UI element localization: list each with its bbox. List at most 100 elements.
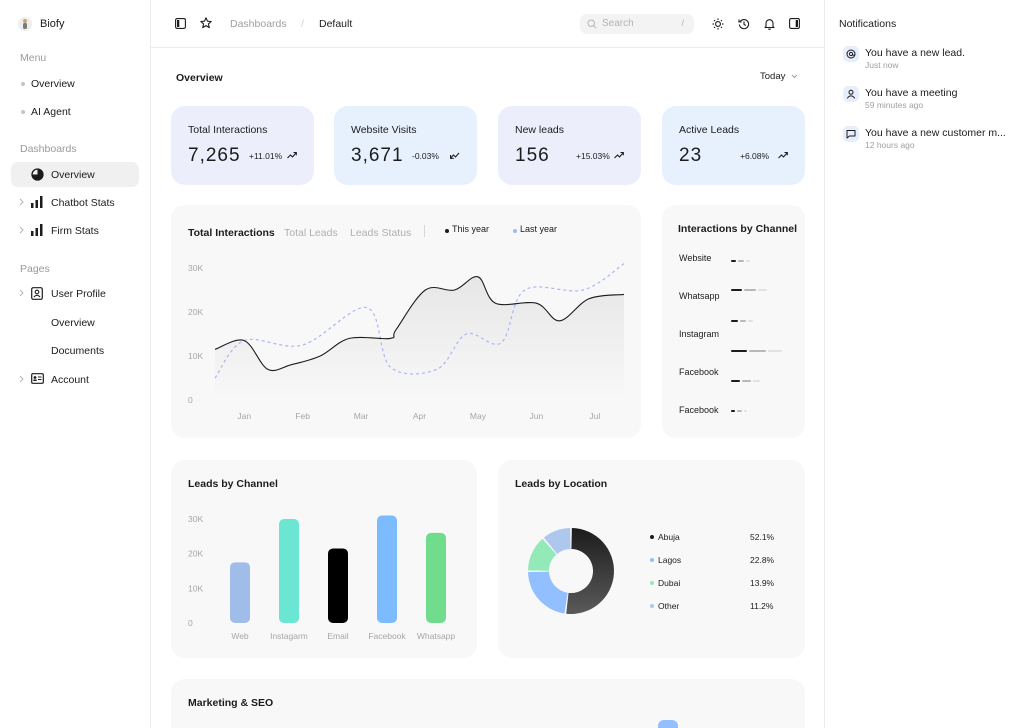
stat-card-total-interactions[interactable]: Total Interactions 7,265 +11.01% — [171, 106, 314, 185]
date-range-label: Today — [760, 71, 786, 82]
tab-total-leads[interactable]: Total Leads — [284, 227, 338, 239]
sun-icon[interactable] — [712, 18, 724, 30]
channel-bar-segment — [731, 410, 736, 412]
series-line-this-year — [214, 276, 625, 372]
bullet-icon — [21, 82, 25, 86]
leads-channel-panel: Leads by Channel 0 10K 20K 30K Web Instagarm E… — [171, 460, 477, 658]
stat-value: 156 — [515, 145, 550, 166]
channel-panel: Interactions by Channel Website Whatsapp… — [662, 205, 805, 438]
x-tick-label: Mar — [354, 411, 369, 421]
bar — [377, 515, 397, 623]
tab-total-interactions[interactable]: Total Interactions — [188, 227, 275, 239]
date-range-select[interactable]: Today — [760, 71, 798, 82]
sidebar-toggle-icon[interactable] — [175, 18, 186, 29]
leads-donut-chart — [528, 528, 615, 614]
legend-dot-last-year — [513, 229, 517, 233]
trend-up-icon — [287, 151, 297, 159]
search-shortcut: / — [681, 18, 684, 28]
legend-last-year: Last year — [520, 224, 558, 234]
sidebar-item-documents[interactable]: Documents — [11, 338, 139, 363]
channel-bar-segment — [743, 410, 748, 412]
channel-bar-segment — [745, 260, 750, 262]
bar — [279, 519, 299, 623]
sidebar-toggle-icon[interactable] — [789, 18, 800, 29]
stat-card-new-leads[interactable]: New leads 156 +15.03% — [498, 106, 641, 185]
trend-up-icon — [778, 151, 788, 159]
notification-text: You have a meeting — [865, 87, 958, 99]
tab-leads-status[interactable]: Leads Status — [350, 227, 412, 239]
bar — [426, 532, 446, 623]
sidebar-item-ai-agent[interactable]: AI Agent — [11, 99, 139, 124]
interactions-chart-panel: Total Interactions Total Leads Leads Sta… — [171, 205, 641, 438]
channel-label: Facebook — [679, 367, 719, 377]
sidebar-item-firm-stats[interactable]: Firm Stats — [11, 218, 139, 243]
notification-item[interactable]: You have a new customer m... 12 hours ag… — [839, 126, 1021, 154]
sidebar-item-dashboard-overview[interactable]: Overview — [11, 162, 139, 187]
legend-dot — [650, 581, 654, 585]
brand[interactable]: Biofy — [18, 17, 64, 31]
sidebar-item-account[interactable]: Account — [11, 367, 139, 392]
marketing-panel: Marketing & SEO — [171, 679, 805, 728]
channel-bar-segment — [744, 289, 756, 291]
notification-item[interactable]: You have a meeting 59 minutes ago — [839, 86, 1021, 114]
pie-slice — [566, 528, 615, 614]
breadcrumb-separator: / — [301, 18, 304, 30]
notification-item[interactable]: You have a new lead. Just now — [839, 46, 1021, 74]
channel-bar-segment — [731, 320, 738, 322]
chevron-right-icon — [19, 289, 24, 297]
stat-card-website-visits[interactable]: Website Visits 3,671 -0.03% — [334, 106, 477, 185]
x-tick-label: Feb — [295, 411, 310, 421]
x-tick-label: Instagarm — [270, 631, 308, 641]
sidebar-item-label: User Profile — [51, 288, 106, 300]
pie-slice — [528, 538, 557, 571]
location-name: Dubai — [658, 578, 681, 588]
star-icon[interactable] — [200, 17, 212, 29]
x-tick-label: Apr — [413, 411, 426, 421]
channel-bar-segment — [739, 320, 747, 322]
breadcrumb-dashboards[interactable]: Dashboards — [230, 18, 287, 30]
search-icon — [587, 19, 597, 29]
stat-card-active-leads[interactable]: Active Leads 23 +6.08% — [662, 106, 805, 185]
stat-value: 23 — [679, 145, 703, 166]
channel-bar-segment — [767, 350, 782, 352]
brand-name: Biofy — [40, 18, 65, 30]
channel-bar-segment — [749, 350, 766, 352]
sidebar-item-profile-overview[interactable]: Overview — [11, 310, 139, 335]
leads-location-title: Leads by Location — [515, 478, 608, 490]
marketing-title: Marketing & SEO — [188, 697, 274, 709]
chevron-down-icon — [791, 74, 798, 79]
bullet-icon — [21, 110, 25, 114]
x-tick-label: Whatsapp — [417, 631, 456, 641]
sidebar-item-label: Firm Stats — [51, 225, 99, 237]
stat-label: Active Leads — [679, 124, 740, 136]
legend-this-year: This year — [452, 224, 490, 234]
breadcrumb-current: Default — [319, 18, 353, 30]
stat-value: 3,671 — [351, 145, 404, 166]
channel-label: Instagram — [679, 329, 720, 339]
sidebar-item-label: Overview — [51, 169, 95, 181]
notification-text: You have a new lead. — [865, 47, 966, 59]
bar — [230, 562, 250, 623]
sidebar-item-label: Chatbot Stats — [51, 197, 115, 209]
channel-bar-segment — [737, 410, 742, 412]
location-name: Abuja — [658, 532, 680, 542]
x-tick-label: Jul — [589, 411, 600, 421]
y-tick-label: 0 — [188, 618, 193, 628]
sidebar-item-label: Overview — [31, 78, 75, 90]
sidebar-item-user-profile[interactable]: User Profile — [11, 281, 139, 306]
lead-icon — [843, 46, 859, 62]
bell-icon[interactable] — [764, 18, 775, 30]
sidebar-item-chatbot-stats[interactable]: Chatbot Stats — [11, 190, 139, 215]
id-card-icon — [31, 373, 44, 384]
chevron-right-icon — [19, 198, 24, 206]
chevron-right-icon — [19, 375, 24, 383]
stat-label: New leads — [515, 124, 565, 136]
y-tick-label: 30K — [188, 263, 203, 273]
notifications-panel: Notifications You have a new lead. Just … — [824, 0, 1024, 728]
notifications-title: Notifications — [839, 18, 897, 30]
y-tick-label: 20K — [188, 307, 203, 317]
trend-up-icon — [614, 151, 624, 159]
search-input[interactable]: Search / — [580, 14, 694, 34]
sidebar-item-overview[interactable]: Overview — [11, 71, 139, 96]
history-icon[interactable] — [738, 18, 750, 30]
